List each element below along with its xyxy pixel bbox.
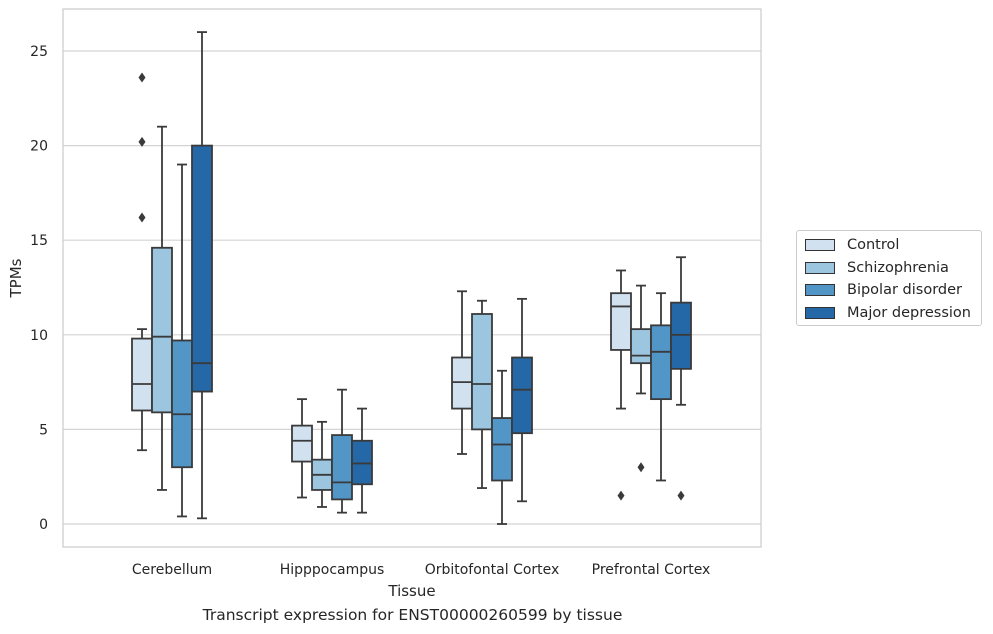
box-0-3 [610,269,632,501]
box-1-2 [471,299,493,489]
box-body [630,328,652,365]
outlier-point [138,72,146,83]
box-body [670,301,692,370]
box-1-3 [630,284,652,473]
legend-item-control: Control [805,234,899,256]
box-body [451,356,473,410]
chart-caption: Transcript expression for ENST0000026059… [202,606,623,624]
box-body [351,439,373,486]
y-tick-label: 15 [30,233,48,249]
y-tick-labels: 0 5 10 15 20 25 [30,44,48,533]
x-tick-label: Orbitofontal Cortex [425,562,560,578]
box-3-3 [670,256,692,501]
legend-label: Schizophrenia [847,260,949,276]
box-3-1 [351,407,373,514]
box-2-3 [650,292,672,482]
legend-item-bipolar-disorder: Bipolar disorder [805,279,962,301]
y-tick-label: 20 [30,139,48,155]
box-0-0 [131,72,153,452]
box-0-1 [291,398,313,499]
y-tick-label: 10 [30,328,48,344]
box-3-2 [511,297,533,503]
box-body [151,246,173,414]
box-2-2 [491,369,513,525]
x-tick-label: Prefrontal Cortex [592,562,711,578]
outlier-point [637,462,645,473]
legend-swatch-control [805,239,835,251]
box-body [171,339,193,469]
box-body [191,144,213,393]
legend-swatch-major-depression [805,307,835,319]
legend-swatch-bipolar-disorder [805,284,835,296]
box-body [650,324,672,401]
legend: Control Schizophrenia Bipolar disorder M… [796,230,982,326]
box-body [291,424,313,463]
y-tick-label: 25 [30,44,48,60]
box-body [610,292,632,351]
box-3-0 [191,31,213,520]
outlier-point [138,212,146,223]
legend-label: Bipolar disorder [847,282,962,298]
outlier-point [617,490,625,501]
x-axis-label: Tissue [387,582,435,600]
legend-label: Major depression [847,305,971,321]
legend-swatch-schizophrenia [805,262,835,274]
legend-label: Control [847,237,900,253]
x-tick-label: Hipppocampus [280,562,385,578]
legend-item-schizophrenia: Schizophrenia [805,257,949,279]
x-tick-labels: Cerebellum Hipppocampus Orbitofontal Corte… [132,562,710,578]
outlier-point [138,136,146,147]
box-2-0 [171,163,193,518]
box-1-1 [311,420,333,508]
box-body [511,356,533,435]
box-1-0 [151,125,173,491]
legend-item-major-depression: Major depression [805,302,971,324]
box-body [491,417,513,482]
box-body [331,434,353,501]
x-tick-label: Cerebellum [132,562,212,578]
y-tick-label: 5 [39,422,48,438]
y-tick-label: 0 [39,517,48,533]
box-2-1 [331,388,353,514]
y-axis-label: TPMs [7,258,25,298]
box-groups [131,31,692,525]
box-body [131,337,153,412]
plot-frame [62,8,762,548]
outlier-point [677,490,685,501]
box-0-2 [451,290,473,455]
box-body [471,313,493,431]
